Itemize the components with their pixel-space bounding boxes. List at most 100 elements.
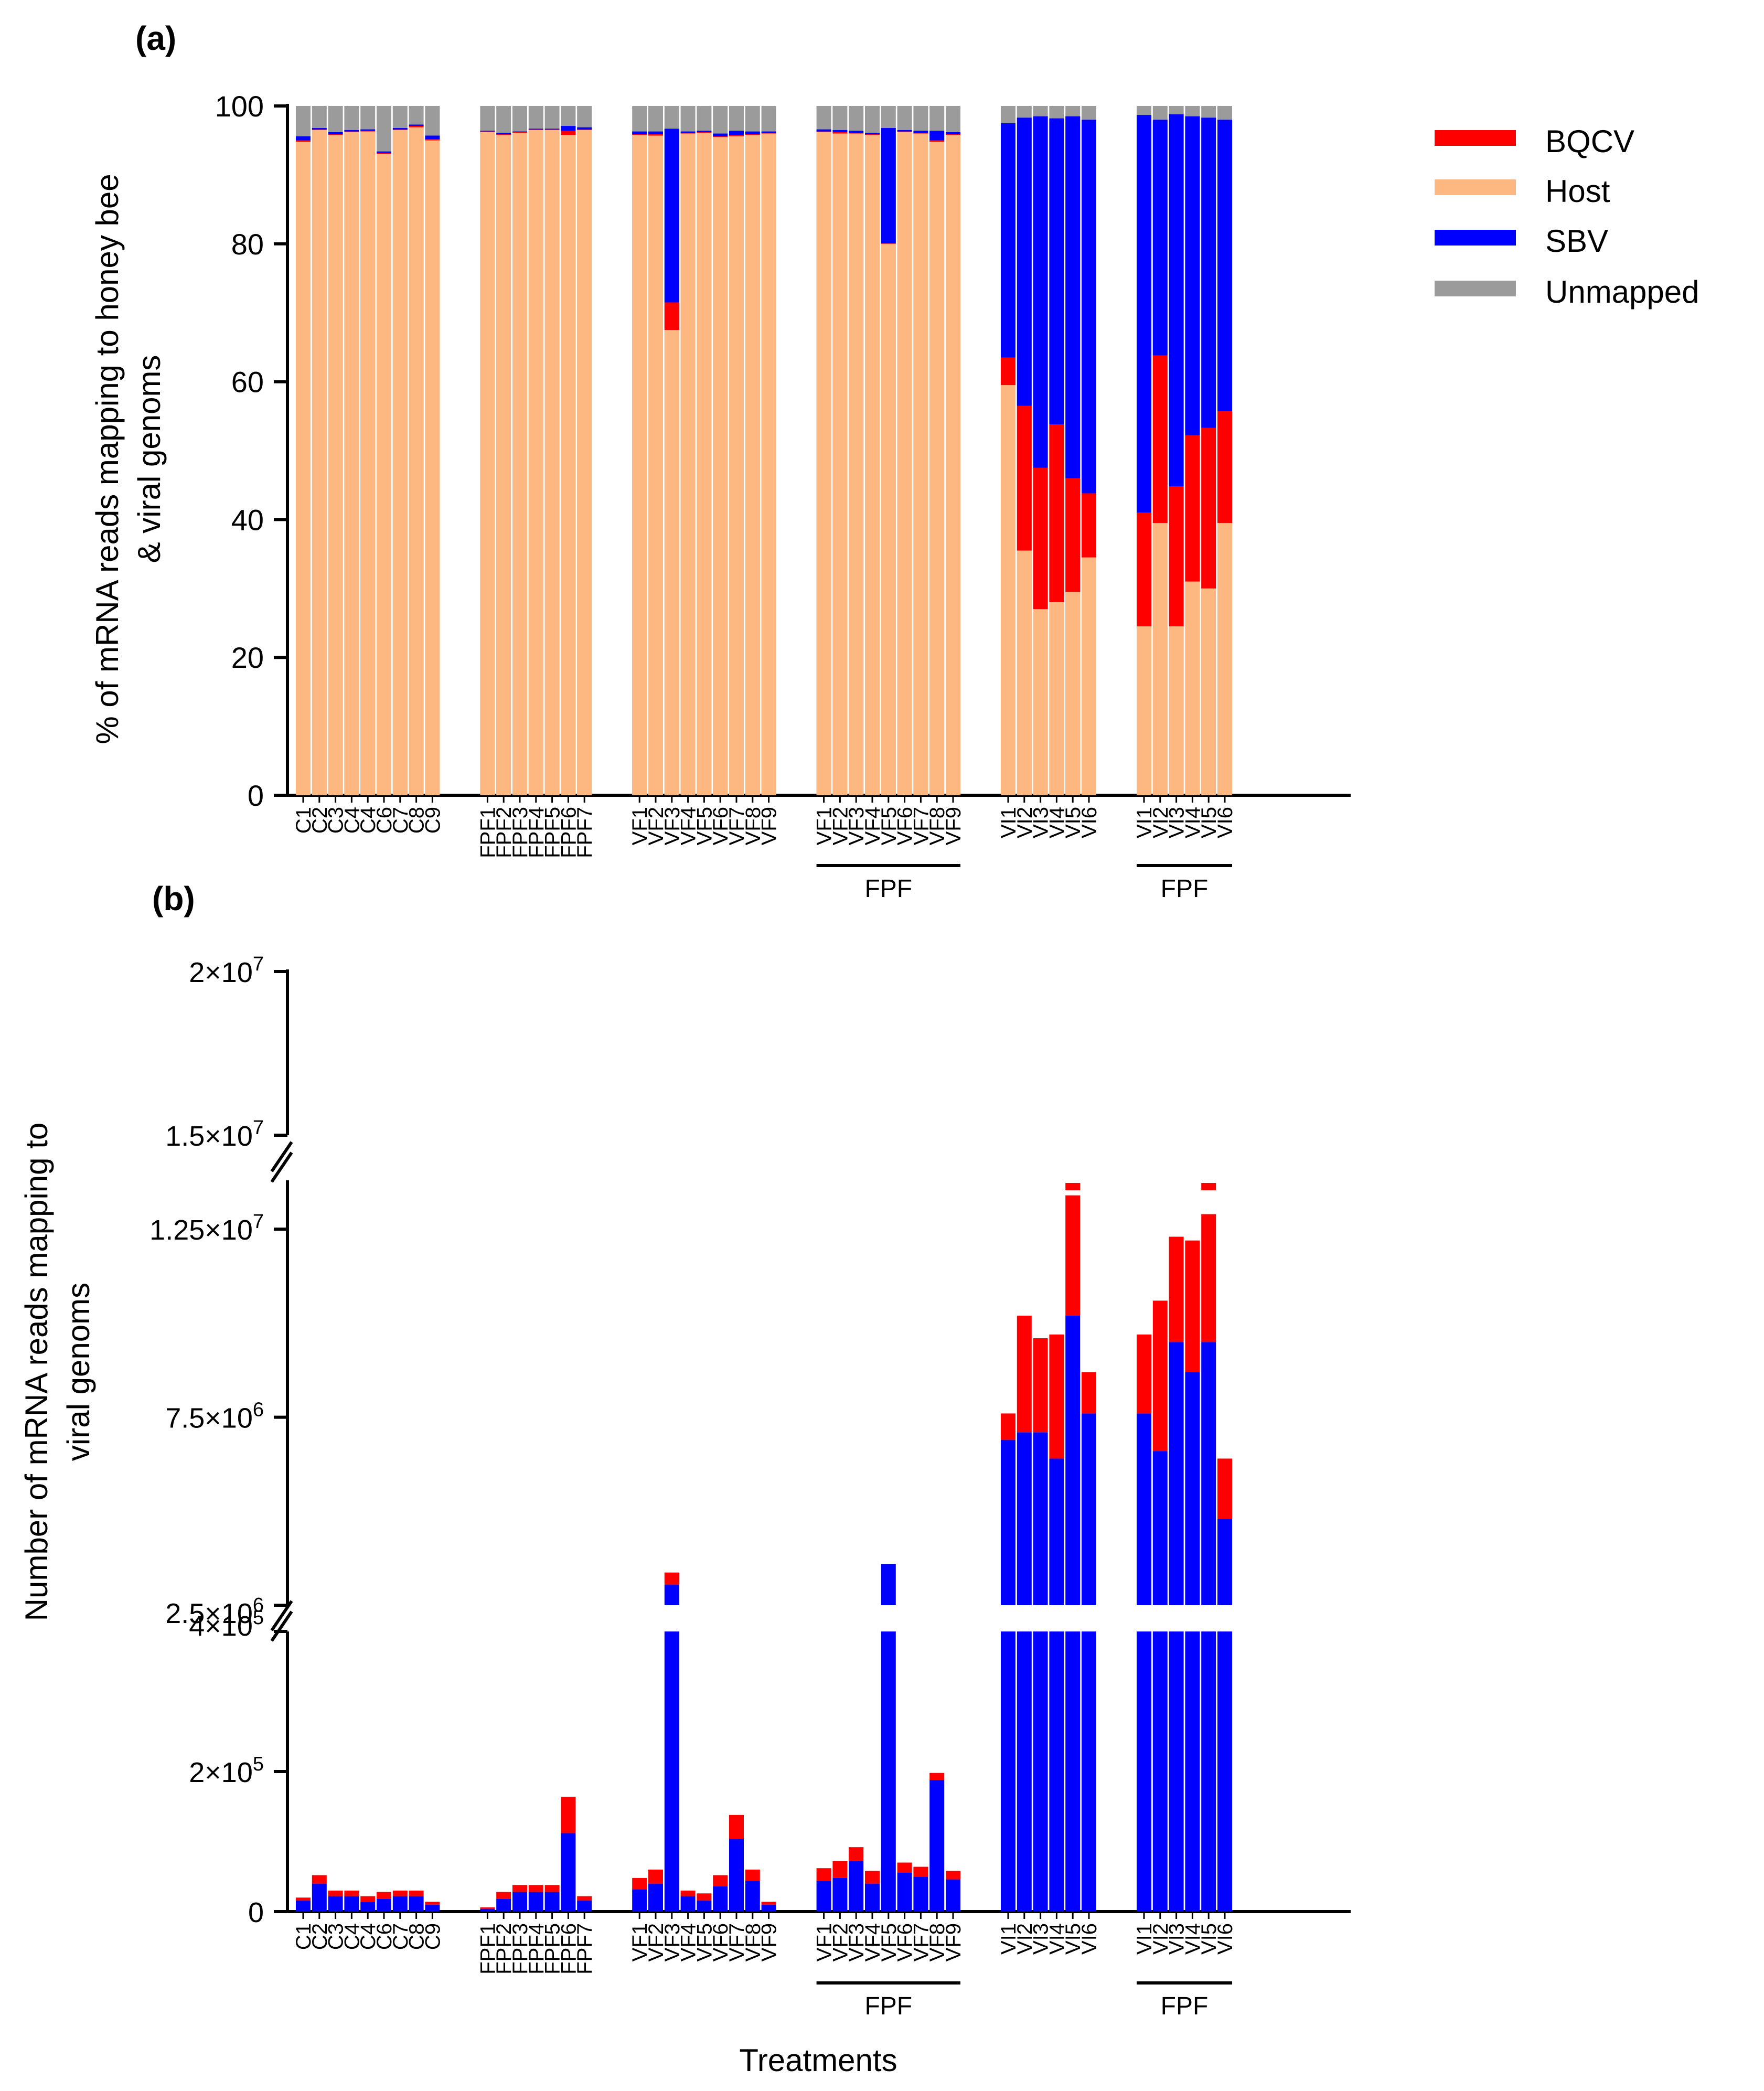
panel-a-xtick-label: FPF6 bbox=[557, 807, 580, 858]
bar-host bbox=[1065, 592, 1081, 795]
bar-sbv bbox=[1169, 114, 1184, 487]
bar-bqcv bbox=[745, 134, 760, 135]
bar-sbv bbox=[561, 1833, 576, 1912]
bar-bqcv bbox=[296, 1897, 311, 1901]
panel-b-xtick-label: C1 bbox=[292, 1923, 315, 1950]
panel-b-xtick-label: C6 bbox=[373, 1923, 396, 1950]
bar-bqcv bbox=[1065, 478, 1081, 592]
panel-a-xtick-label: VI1 bbox=[1133, 807, 1156, 838]
bar-sbv bbox=[897, 130, 912, 132]
bar-bqcv bbox=[561, 1797, 576, 1833]
bar-sbv bbox=[1137, 1631, 1151, 1912]
bar-bqcv bbox=[512, 1885, 527, 1892]
bar-host bbox=[881, 243, 896, 795]
panel-b-xtick-label: VF3 bbox=[845, 1923, 868, 1961]
bar-sbv bbox=[425, 1904, 440, 1912]
bar-host bbox=[425, 140, 440, 796]
bar-sbv bbox=[1017, 118, 1032, 406]
bar-bqcv bbox=[1082, 1372, 1096, 1414]
panel-b-ytick-label: 2.5×106 bbox=[165, 1594, 264, 1629]
bar-sbv bbox=[745, 131, 760, 134]
bar-host bbox=[729, 136, 744, 795]
panel-a-xtick-label: VF6 bbox=[894, 807, 917, 845]
bar-host bbox=[946, 135, 960, 795]
bar-sbv bbox=[849, 131, 864, 133]
bar-bqcv bbox=[929, 140, 945, 142]
panel-b-xtick-label: VF4 bbox=[677, 1923, 700, 1961]
bar-sbv bbox=[561, 126, 576, 131]
bar-host bbox=[816, 132, 831, 795]
bar-bqcv bbox=[729, 135, 744, 136]
bar-bqcv bbox=[865, 1871, 880, 1884]
panel-b-xtick-label: VF6 bbox=[709, 1923, 732, 1961]
bar-bqcv bbox=[480, 1907, 495, 1909]
bar-bqcv bbox=[697, 132, 712, 133]
panel-a-xtick-label: VI3 bbox=[1166, 807, 1189, 838]
bar-bqcv bbox=[648, 1869, 663, 1884]
panel-b-xtick-label: FPF5 bbox=[541, 1923, 564, 1975]
panel-b-xtick-label: C4 bbox=[357, 1923, 380, 1950]
bar-bqcv bbox=[1001, 357, 1015, 386]
legend-label-unmapped: Unmapped bbox=[1545, 274, 1699, 310]
bar-host bbox=[697, 133, 712, 796]
bar-bqcv bbox=[664, 1572, 679, 1585]
bar-sbv bbox=[881, 1631, 896, 1912]
bar-bqcv bbox=[929, 1773, 945, 1780]
bar-bqcv bbox=[1185, 1240, 1200, 1372]
bar-sbv bbox=[632, 1889, 647, 1912]
bar-host bbox=[832, 133, 848, 795]
bar-bqcv bbox=[713, 136, 728, 137]
panel-a-xtick-label: FPF5 bbox=[541, 807, 564, 858]
panel-a-xtick-label: VF9 bbox=[942, 807, 965, 845]
bar-bqcv bbox=[946, 134, 960, 135]
panel-b-xtick-label: VF8 bbox=[742, 1923, 765, 1961]
bar-sbv bbox=[865, 1883, 880, 1912]
panel-a-fpf-label: FPF bbox=[864, 875, 912, 903]
panel-b-xtick-label: C3 bbox=[325, 1923, 348, 1950]
bar-sbv bbox=[1049, 118, 1064, 425]
panel-b-xtick-label: VI2 bbox=[1149, 1923, 1172, 1955]
panel-a-xtick-label: VF3 bbox=[661, 807, 684, 845]
panel-b-xtick-label: VF3 bbox=[661, 1923, 684, 1961]
bar-sbv bbox=[1001, 1439, 1015, 1605]
bar-host bbox=[328, 135, 343, 795]
panel-b-ylabel-line2: viral genoms bbox=[61, 1283, 96, 1461]
bar-host bbox=[1017, 550, 1032, 795]
bar-bqcv bbox=[577, 1896, 592, 1901]
panel-a-xtick-label: VF1 bbox=[628, 807, 651, 845]
panel-a-xtick-label: VI5 bbox=[1198, 807, 1221, 838]
bar-bqcv bbox=[561, 131, 576, 135]
bar-sbv bbox=[496, 1898, 511, 1912]
bar-bqcv bbox=[680, 1890, 696, 1896]
bar-bqcv bbox=[1152, 1300, 1168, 1452]
bar-bqcv bbox=[328, 134, 343, 135]
legend-label-bqcv: BQCV bbox=[1545, 124, 1634, 159]
bar-sbv bbox=[377, 151, 391, 153]
bar-sbv bbox=[632, 131, 647, 134]
bar-bqcv bbox=[832, 132, 848, 134]
panel-b-xtick-label: VI3 bbox=[1166, 1923, 1189, 1955]
panel-b-xtick-label: FPF1 bbox=[476, 1923, 499, 1975]
bar-sbv bbox=[913, 1876, 928, 1912]
bar-bqcv bbox=[664, 302, 679, 330]
bar-bqcv bbox=[1169, 486, 1184, 627]
bar-sbv bbox=[913, 131, 928, 133]
panel-a-xtick-label: VI6 bbox=[1214, 807, 1237, 838]
bar-sbv bbox=[496, 133, 511, 134]
bar-host bbox=[1049, 602, 1064, 795]
panel-a-xtick-label: VF7 bbox=[725, 807, 749, 845]
panel-a-xtick-label: VF7 bbox=[910, 807, 933, 845]
bar-sbv bbox=[946, 1879, 960, 1912]
bar-sbv bbox=[1082, 1631, 1096, 1912]
panel-a-xtick-label: VI4 bbox=[1181, 807, 1204, 838]
bar-bqcv bbox=[425, 1902, 440, 1905]
bar-host bbox=[1201, 588, 1216, 795]
panel-b-xtick-label: VI1 bbox=[1133, 1923, 1156, 1955]
panel-b-ytick-label: 4×105 bbox=[189, 1607, 264, 1642]
bar-sbv bbox=[328, 132, 343, 134]
bar-bqcv bbox=[512, 132, 527, 133]
panel-b-ytick-label: 2×107 bbox=[189, 953, 264, 988]
bar-sbv bbox=[832, 1877, 848, 1912]
bar-sbv bbox=[680, 1896, 696, 1912]
bar-host bbox=[512, 133, 527, 796]
